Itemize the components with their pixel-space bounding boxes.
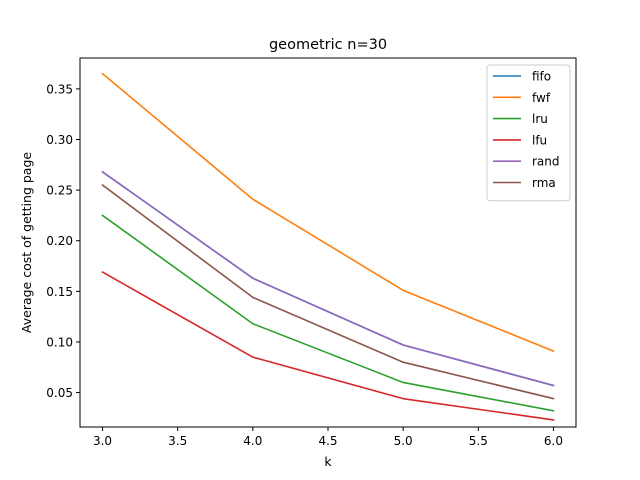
x-tick-label: 3.5 <box>168 434 187 448</box>
legend-box <box>486 64 571 202</box>
series-layer <box>101 72 555 421</box>
y-tick-label: 0.30 <box>46 133 73 147</box>
x-tick-label: 5.0 <box>394 434 413 448</box>
y-axis-label: Average cost of getting page <box>19 152 34 333</box>
legend-label-lfu: lfu <box>532 133 547 147</box>
y-tick-label: 0.20 <box>46 234 73 248</box>
y-tick-label: 0.25 <box>46 184 73 198</box>
x-axis-label: k <box>324 454 332 469</box>
series-line-rma <box>101 183 555 400</box>
y-axis-ticks: 0.05 0.10 0.15 0.20 0.25 0.30 0.35 <box>46 82 80 400</box>
y-tick-label: 0.05 <box>46 386 73 400</box>
series-line-rand <box>101 170 555 387</box>
series-line-fwf <box>101 72 555 353</box>
y-tick-label: 0.10 <box>46 335 73 349</box>
y-tick-label: 0.15 <box>46 285 73 299</box>
legend-label-fwf: fwf <box>532 91 551 105</box>
legend-label-rand: rand <box>532 155 560 169</box>
x-tick-label: 4.5 <box>318 434 337 448</box>
x-axis-ticks: 3.0 3.5 4.0 4.5 5.0 5.5 6.0 <box>93 427 563 448</box>
chart-title: geometric n=30 <box>269 37 387 53</box>
series-line-lru <box>101 214 555 412</box>
legend-label-lru: lru <box>532 112 548 126</box>
series-line-lfu <box>101 271 555 421</box>
x-tick-label: 4.0 <box>243 434 262 448</box>
legend: fifo fwf lru lfu rand rma <box>486 64 571 202</box>
x-tick-label: 3.0 <box>93 434 112 448</box>
legend-label-fifo: fifo <box>532 70 551 84</box>
x-tick-label: 5.5 <box>469 434 488 448</box>
x-tick-label: 6.0 <box>544 434 563 448</box>
legend-label-rma: rma <box>532 176 556 190</box>
y-tick-label: 0.35 <box>46 82 73 96</box>
